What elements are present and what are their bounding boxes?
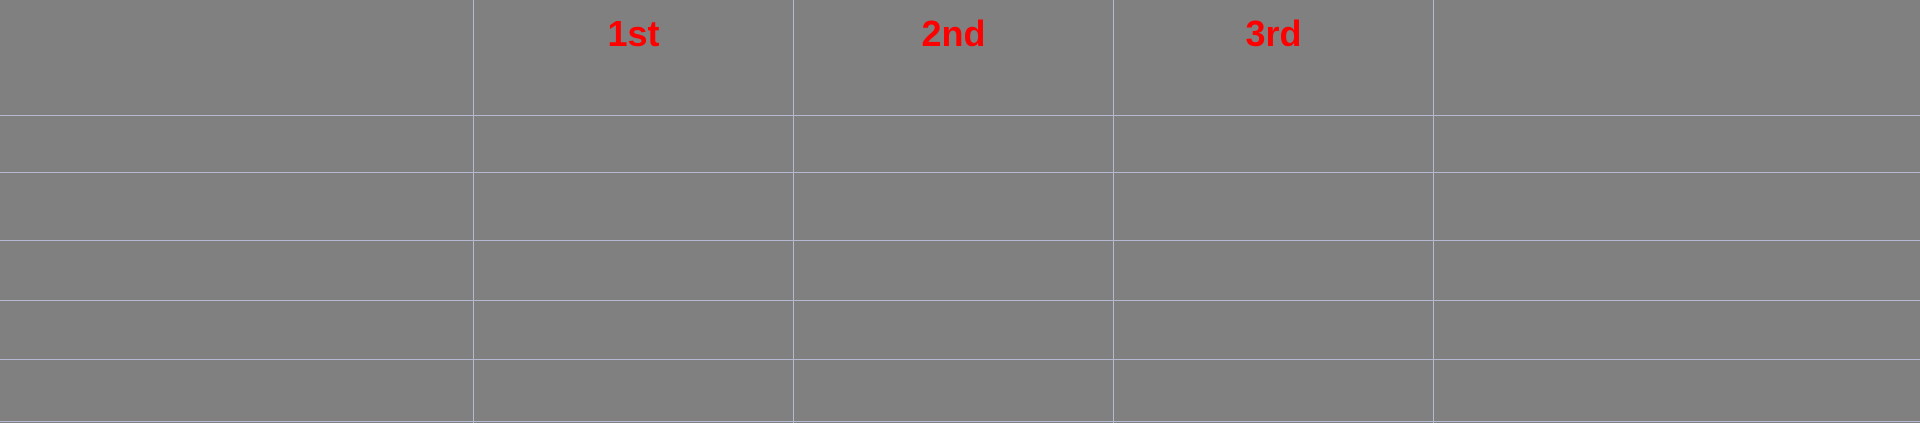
column-divider-4 [1433, 0, 1434, 423]
row-divider-4 [0, 300, 1920, 301]
row-divider-5 [0, 359, 1920, 360]
column-divider-1 [473, 0, 474, 423]
header-3rd: 3rd [1245, 13, 1302, 54]
header-2nd: 2nd [921, 13, 986, 54]
row-divider-2 [0, 172, 1920, 173]
header-1st: 1st [607, 13, 660, 54]
row-divider-3 [0, 240, 1920, 241]
row-divider-1 [0, 115, 1920, 116]
column-divider-3 [1113, 0, 1114, 423]
row-divider-6 [0, 421, 1920, 422]
column-divider-2 [793, 0, 794, 423]
